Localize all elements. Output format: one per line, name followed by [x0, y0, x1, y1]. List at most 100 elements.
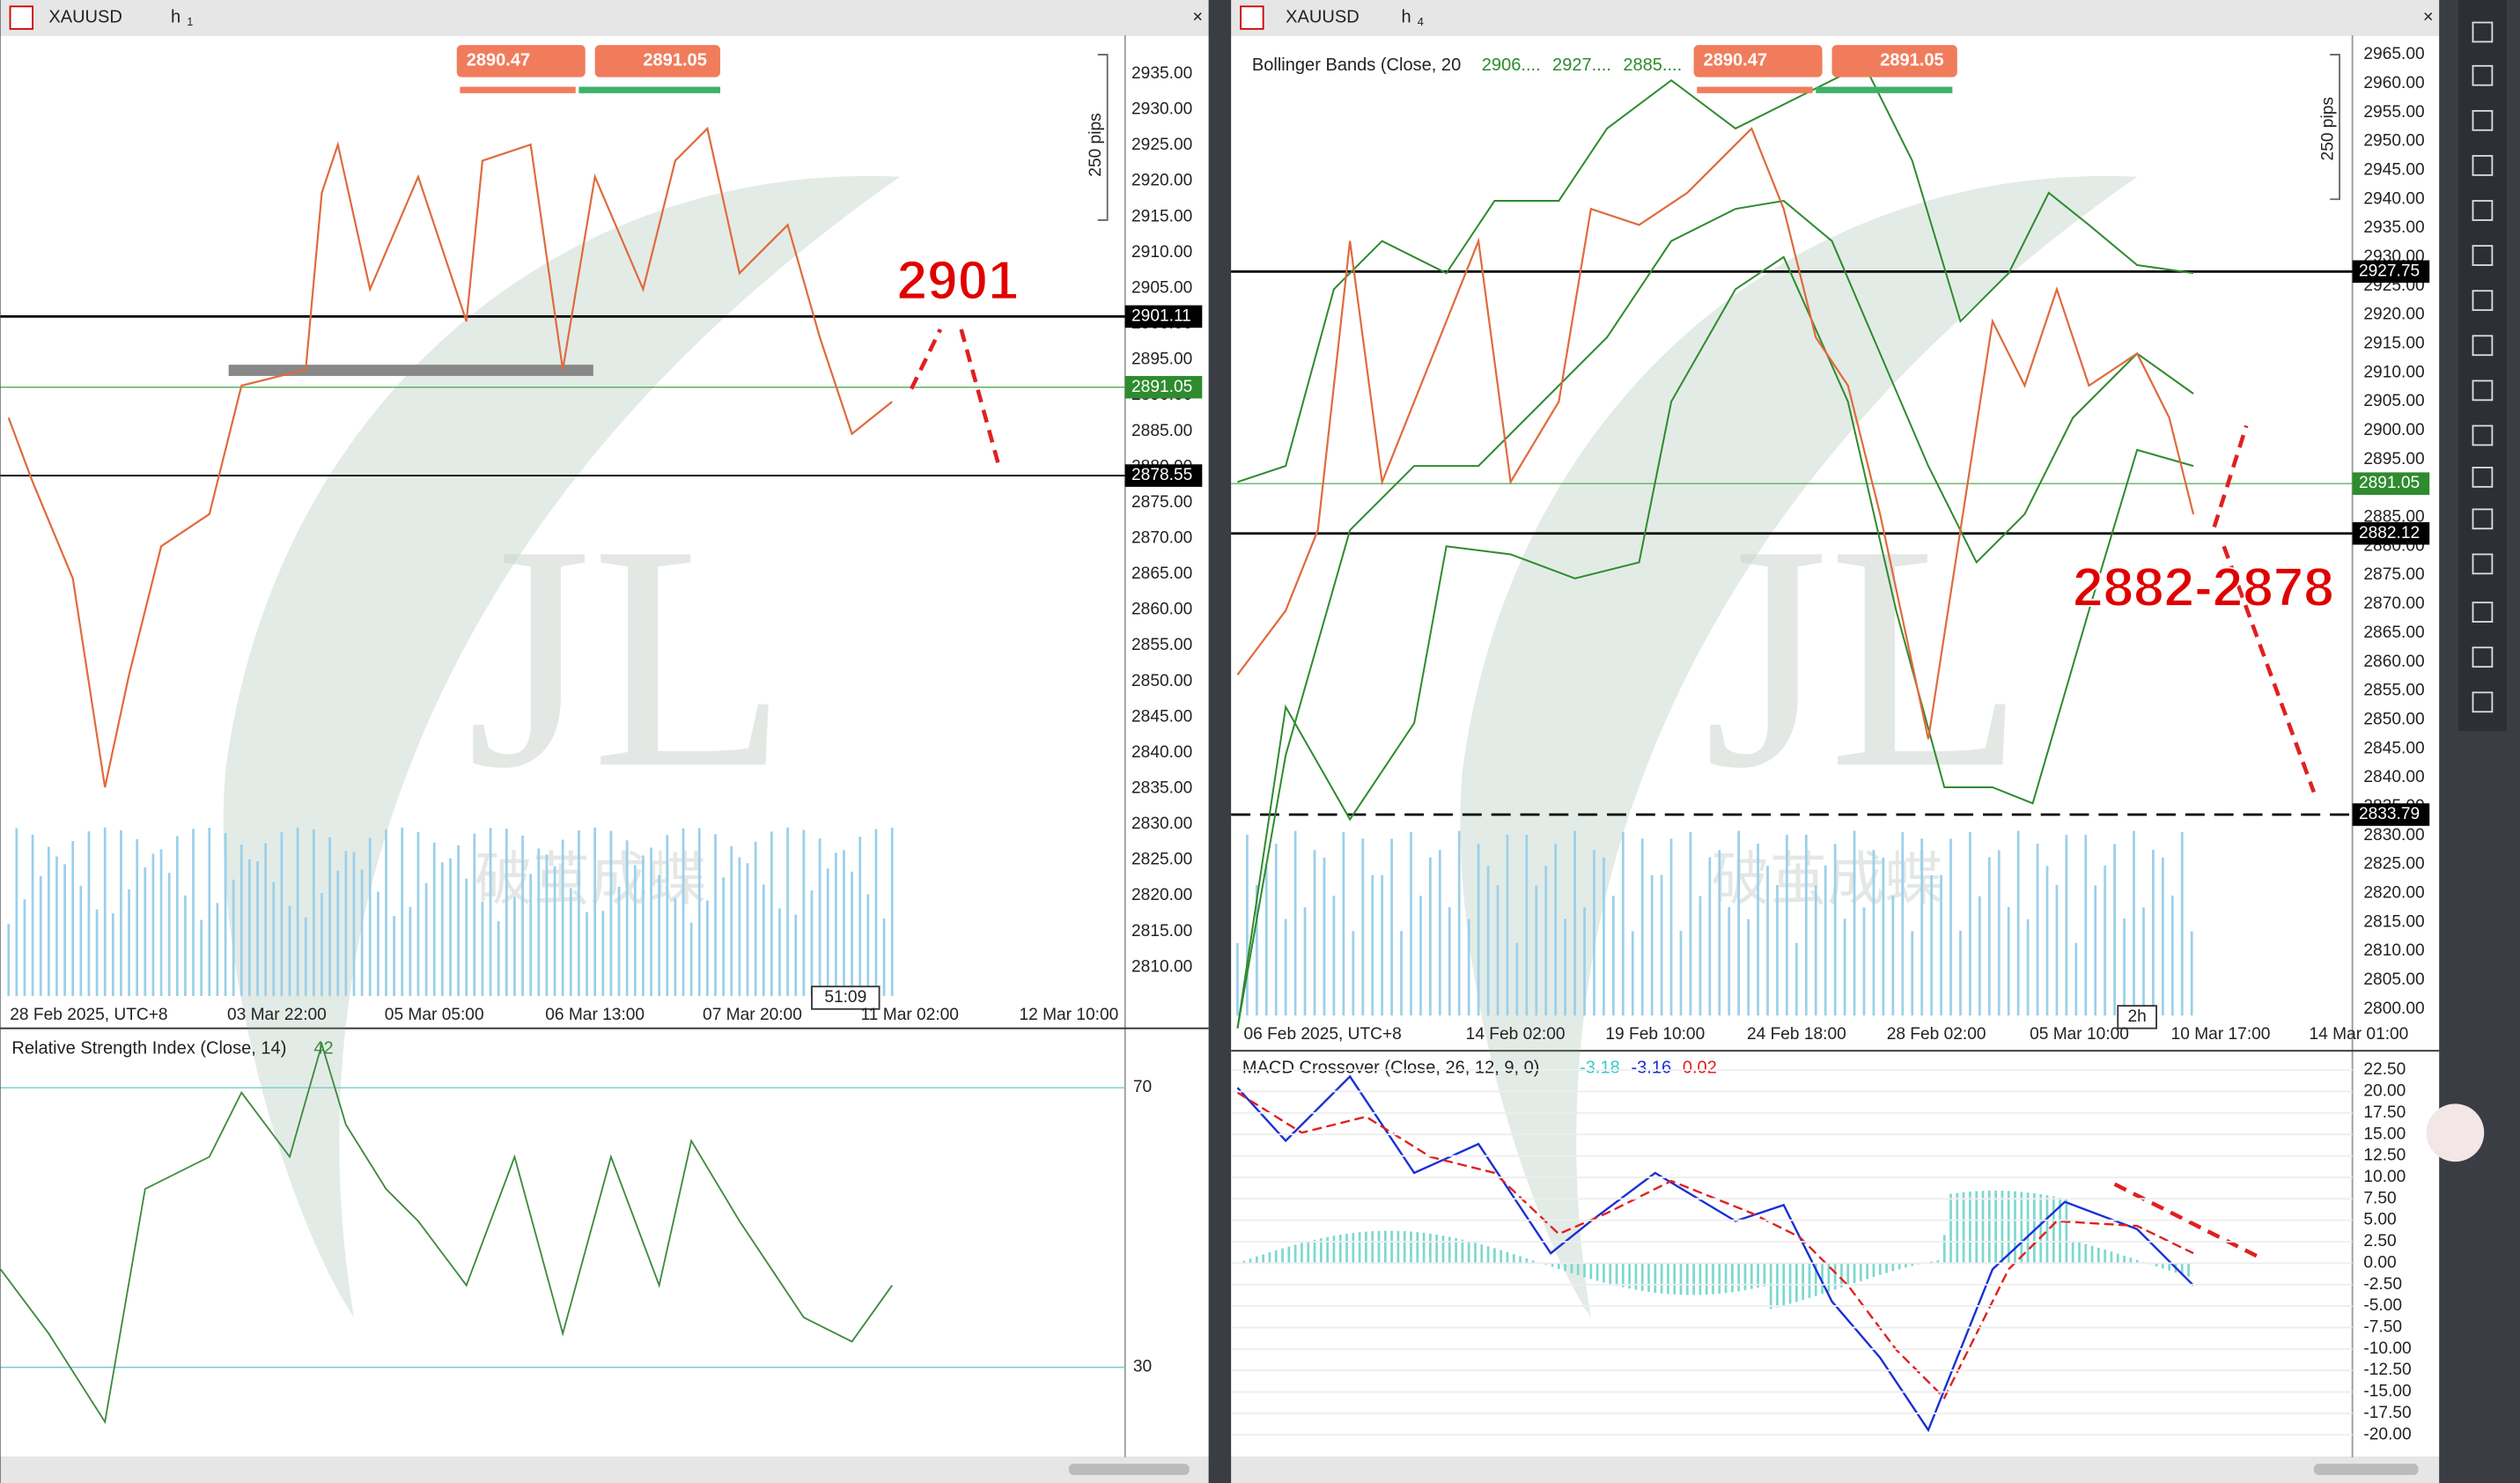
zone — [228, 365, 593, 376]
x-tick-label: 14 Mar 01:00 — [2310, 1025, 2409, 1044]
y-tick-label: 2840.00 — [2363, 768, 2424, 786]
toolbar — [2458, 0, 2507, 732]
tool-icon[interactable] — [2472, 467, 2494, 488]
y-tick-label: 2865.00 — [1131, 564, 1192, 583]
y-tick-label: 2905.00 — [1131, 278, 1192, 297]
assistant-avatar[interactable] — [2426, 1103, 2485, 1162]
watermark-subtitle: 破茧成蝶 — [1712, 847, 1943, 911]
y-tick-label: 2825.00 — [1131, 851, 1192, 869]
y-tick-label: 10.00 — [2363, 1168, 2406, 1186]
y-tick-label: 2965.00 — [2363, 45, 2424, 63]
sell-price: 2890.47 — [1704, 51, 1767, 70]
y-tick-label: 20.00 — [2363, 1082, 2406, 1101]
x-tick-label: 19 Feb 10:00 — [1605, 1025, 1705, 1044]
y-tick-label: 2920.00 — [2363, 306, 2424, 324]
tool-icon[interactable] — [2472, 290, 2494, 312]
y-tick-label: 2850.00 — [1131, 672, 1192, 690]
price-tag — [2352, 521, 2430, 545]
y-tick-label: -12.50 — [2363, 1361, 2411, 1379]
tool-icon[interactable] — [2472, 64, 2494, 86]
left-titlebar — [0, 0, 1209, 36]
tool-icon[interactable] — [2472, 601, 2494, 623]
y-tick-label: 2870.00 — [1131, 528, 1192, 547]
overlay-value: 2927.... — [1552, 55, 1611, 75]
price-tag — [2352, 472, 2430, 495]
spread-bar — [1697, 86, 1813, 93]
indicator-value: 42 — [313, 1039, 333, 1059]
tool-icon[interactable] — [2472, 424, 2494, 446]
y-tick-label: 2860.00 — [2363, 653, 2424, 671]
y-tick-label: -2.50 — [2363, 1275, 2402, 1294]
y-tick-label: 2925.00 — [1131, 136, 1192, 154]
sell-button[interactable] — [1693, 45, 1823, 77]
symbol[interactable]: XAUUSD — [48, 7, 122, 26]
timeframe-sub: 4 — [1418, 15, 1424, 28]
price-tag-label: 2901.11 — [1131, 306, 1191, 325]
tool-icon[interactable] — [2472, 380, 2494, 402]
annotation: 2882-2878 — [2073, 557, 2334, 618]
price-path — [7, 126, 893, 788]
y-tick-label: 2810.00 — [1131, 957, 1192, 976]
signal-line — [1236, 1091, 2194, 1400]
sell-price: 2890.47 — [467, 51, 530, 70]
tool-icon[interactable] — [2472, 200, 2494, 221]
timer: 51:09 — [824, 988, 866, 1007]
x-tick-label: 24 Feb 18:00 — [1747, 1025, 1846, 1044]
watermark-letters: JL — [467, 478, 788, 834]
buy-button[interactable] — [1831, 45, 1957, 77]
x-tick-label: 28 Feb 02:00 — [1887, 1025, 1986, 1044]
y-tick-label: 22.50 — [2363, 1060, 2406, 1079]
tool-icon[interactable] — [2472, 21, 2494, 43]
timeframe[interactable]: h — [171, 7, 181, 26]
left-scrollbar — [0, 1457, 1209, 1483]
x-tick-label: 14 Feb 02:00 — [1466, 1025, 1566, 1044]
y-tick-label: 2885.00 — [2363, 508, 2424, 527]
spread-bar — [460, 86, 576, 93]
x-tick-label: 05 Mar 05:00 — [385, 1006, 484, 1024]
tool-icon[interactable] — [2472, 335, 2494, 357]
band-lower — [1236, 255, 2194, 1029]
y-tick-label: -20.00 — [2363, 1425, 2411, 1443]
y-tick-label: 2895.00 — [2363, 450, 2424, 469]
y-tick-label: 17.50 — [2363, 1103, 2406, 1122]
sell-button[interactable] — [456, 45, 586, 77]
macd-line — [1236, 1074, 2194, 1433]
price-tag-label: 2891.05 — [2359, 474, 2420, 492]
y-tick-label: 2815.00 — [1131, 922, 1192, 941]
tool-icon[interactable] — [2472, 155, 2494, 176]
price-tag — [1124, 375, 1203, 399]
y-tick-label: -5.00 — [2363, 1296, 2402, 1315]
y-tick-label: 7.50 — [2363, 1189, 2396, 1207]
tool-icon[interactable] — [2472, 646, 2494, 668]
buy-price: 2891.05 — [643, 51, 706, 70]
scroll-thumb[interactable] — [2313, 1464, 2419, 1475]
tool-icon[interactable] — [2472, 553, 2494, 575]
tool-icon[interactable] — [2472, 508, 2494, 530]
y-tick-label: 2915.00 — [1131, 207, 1192, 225]
close-button[interactable]: × — [2423, 7, 2434, 26]
spread-bar — [1816, 86, 1953, 93]
watermark-letters: JL — [1704, 478, 2025, 834]
tool-group — [2472, 21, 2494, 713]
timeframe[interactable]: h — [1402, 7, 1411, 26]
right-scrollbar — [1231, 1457, 2440, 1483]
y-tick-label: 2945.00 — [2363, 160, 2424, 179]
tool-icon[interactable] — [2472, 245, 2494, 266]
y-tick-label: 2805.00 — [2363, 970, 2424, 989]
close-button[interactable]: × — [1192, 7, 1203, 26]
scroll-thumb[interactable] — [1068, 1464, 1190, 1475]
tool-icon[interactable] — [2472, 691, 2494, 713]
y-tick-label: -15.00 — [2363, 1383, 2411, 1401]
tool-icon[interactable] — [2472, 109, 2494, 131]
range-label: 250 pips — [1087, 113, 1105, 176]
y-tick-label: 2910.00 — [1131, 243, 1192, 262]
volume-bars — [7, 827, 2193, 1016]
symbol[interactable]: XAUUSD — [1286, 7, 1359, 26]
y-tick-label: 2840.00 — [1131, 743, 1192, 762]
x-tick-label: 07 Mar 20:00 — [703, 1006, 802, 1024]
range-label: 250 pips — [2318, 97, 2337, 160]
y-tick-label: 2960.00 — [2363, 74, 2424, 92]
symbol-icon — [9, 5, 34, 30]
buy-button[interactable] — [594, 45, 720, 77]
y-tick-label: -17.50 — [2363, 1404, 2411, 1422]
